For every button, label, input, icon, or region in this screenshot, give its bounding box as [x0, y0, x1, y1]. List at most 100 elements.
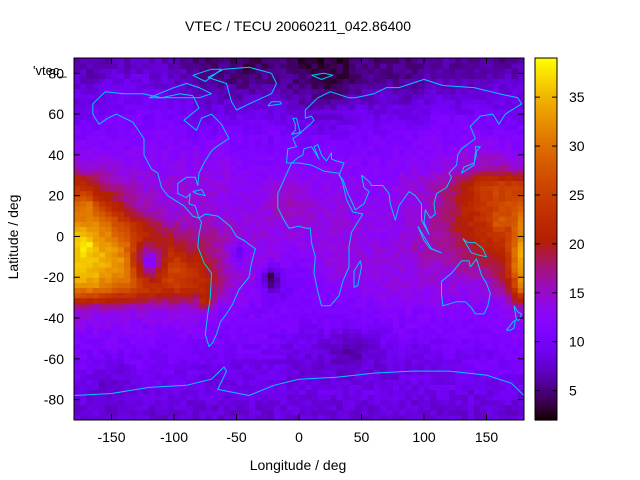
- y-tick-label: 40: [48, 147, 64, 163]
- colorbar-segment: [535, 181, 557, 186]
- x-tick-label: 100: [412, 429, 436, 445]
- coastline-path: [353, 260, 362, 288]
- coastline-path: [506, 319, 516, 331]
- colorbar-segment: [535, 245, 557, 249]
- colorbar-segment: [535, 139, 557, 144]
- colorbar-segment: [535, 115, 557, 119]
- colorbar-segment: [535, 160, 557, 165]
- colorbar-segment: [535, 254, 557, 258]
- colorbar-segment: [535, 356, 557, 361]
- colorbar-segment: [535, 73, 557, 77]
- colorbar-segment: [535, 416, 557, 421]
- colorbar-segment: [535, 232, 557, 237]
- colorbar-segment: [535, 374, 557, 379]
- colorbar-segment: [535, 269, 557, 273]
- colorbar-segment: [535, 308, 557, 312]
- colorbar-segment: [535, 407, 557, 412]
- coastline-path: [462, 238, 487, 258]
- colorbar-segment: [535, 97, 557, 101]
- colorbar-tick-label: 30: [569, 138, 585, 154]
- colorbar-segment: [535, 323, 557, 328]
- coastline-path: [267, 101, 282, 107]
- colorbar-segment: [535, 362, 557, 367]
- colorbar-segment: [535, 88, 557, 92]
- colorbar-segment: [535, 112, 557, 116]
- colorbar-segment: [535, 163, 557, 168]
- colorbar-segment: [535, 302, 557, 306]
- colorbar-segment: [535, 281, 557, 285]
- colorbar-frame: [534, 57, 558, 421]
- colorbar-segment: [535, 263, 557, 267]
- coastline-overlay: [74, 66, 524, 396]
- colorbar-segment: [535, 106, 557, 110]
- colorbar-segment: [535, 166, 557, 171]
- x-tick-label: -100: [160, 429, 188, 445]
- colorbar-segment: [535, 199, 557, 204]
- colorbar-segment: [535, 398, 557, 403]
- heatmap-cells: [74, 58, 524, 420]
- coastline-path: [197, 213, 256, 348]
- colorbar-segment: [535, 383, 557, 388]
- colorbar-segment: [535, 136, 557, 141]
- coastline-path: [277, 162, 364, 307]
- colorbar-segment: [535, 67, 557, 71]
- colorbar-segment: [535, 64, 557, 68]
- y-tick-label: 20: [48, 188, 64, 204]
- colorbar-segment: [535, 392, 557, 397]
- colorbar-segment: [535, 100, 557, 104]
- colorbar-segment: [535, 386, 557, 391]
- colorbar-segment: [535, 389, 557, 394]
- x-axis-ticks: -150 -100 -50 0 50 100 150: [97, 58, 498, 445]
- colorbar-segment: [535, 226, 557, 231]
- colorbar-segment: [535, 359, 557, 364]
- colorbar-segment: [535, 202, 557, 207]
- colorbar-tick-label: 5: [569, 383, 577, 399]
- colorbar-segment: [535, 58, 557, 62]
- x-tick-label: -150: [97, 429, 125, 445]
- colorbar: 5 10 15 20 25 30 35: [534, 57, 585, 421]
- colorbar-segment: [535, 178, 557, 183]
- colorbar-segment: [535, 172, 557, 177]
- colorbar-segment: [535, 118, 557, 122]
- coastline-path: [207, 66, 277, 111]
- colorbar-segment: [535, 235, 557, 240]
- y-tick-label: -40: [44, 310, 64, 326]
- colorbar-segment: [535, 124, 557, 128]
- x-axis-label: Longitude / deg: [250, 457, 347, 473]
- colorbar-segment: [535, 154, 557, 159]
- colorbar-segment: [535, 257, 557, 261]
- colorbar-segment: [535, 85, 557, 89]
- colorbar-segment: [535, 284, 557, 288]
- colorbar-segment: [535, 317, 557, 322]
- colorbar-segment: [535, 157, 557, 162]
- coastline-path: [148, 83, 212, 99]
- colorbar-segment: [535, 251, 557, 255]
- colorbar-segment: [535, 205, 557, 210]
- colorbar-segment: [535, 266, 557, 270]
- y-tick-label: 0: [56, 228, 64, 244]
- colorbar-segment: [535, 103, 557, 107]
- colorbar-segment: [535, 353, 557, 358]
- colorbar-segment: [535, 395, 557, 400]
- colorbar-segment: [535, 220, 557, 225]
- colorbar-segment: [535, 338, 557, 343]
- colorbar-segment: [535, 332, 557, 337]
- series-key-label: 'vtec_: [33, 63, 67, 78]
- coastline-path: [286, 78, 522, 235]
- colorbar-segment: [535, 335, 557, 340]
- y-axis-ticks: -80 -60 -40 -20 0 20 40 60 80: [44, 65, 524, 408]
- colorbar-tick-label: 20: [569, 236, 585, 252]
- colorbar-segment: [535, 184, 557, 189]
- colorbar-tick-label: 10: [569, 334, 585, 350]
- colorbar-segment: [535, 380, 557, 385]
- colorbar-segment: [535, 329, 557, 334]
- colorbar-segment: [535, 299, 557, 303]
- colorbar-segment: [535, 187, 557, 192]
- colorbar-segment: [535, 109, 557, 113]
- colorbar-segment: [535, 145, 557, 150]
- colorbar-segment: [535, 293, 557, 297]
- colorbar-segment: [535, 239, 557, 243]
- colorbar-segment: [535, 229, 557, 234]
- y-tick-label: 60: [48, 106, 64, 122]
